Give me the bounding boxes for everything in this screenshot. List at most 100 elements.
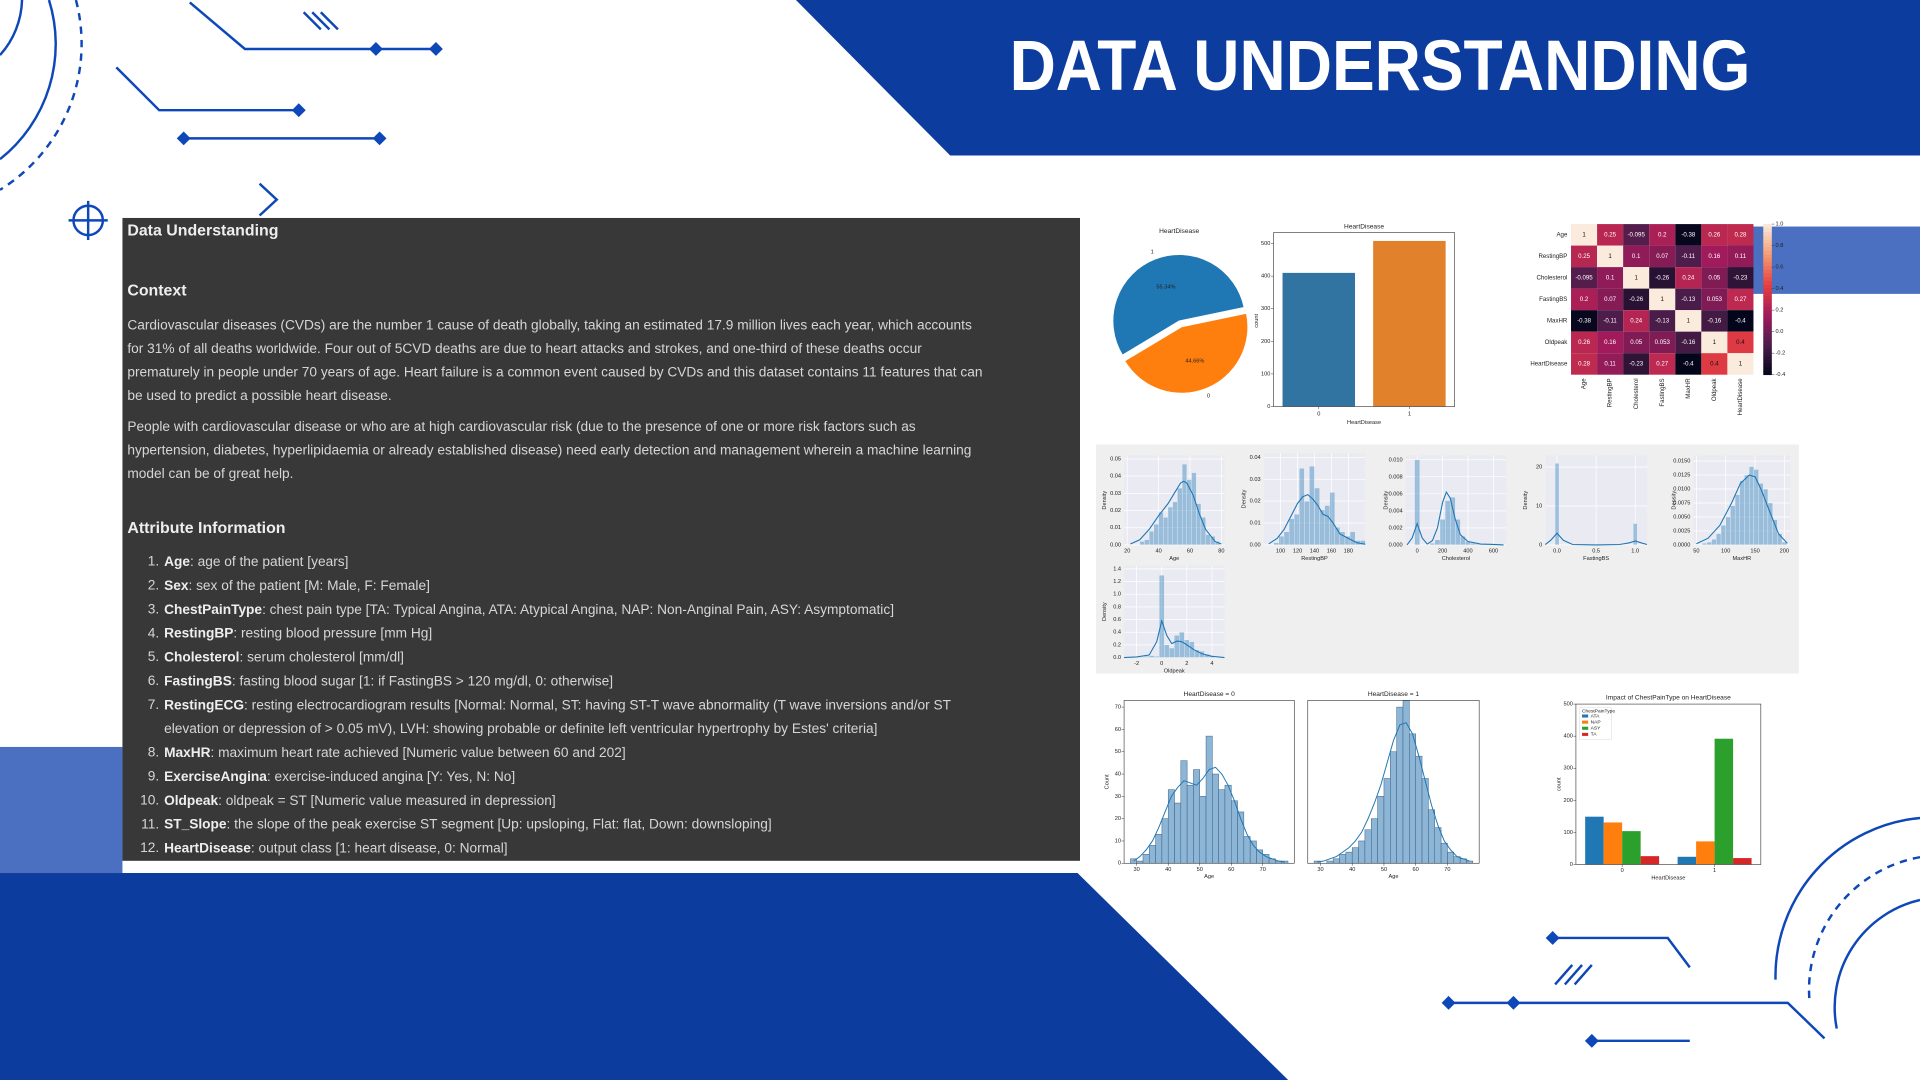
y-tick-label: 0.0050 [1673,514,1690,520]
paragraph-line: prematurely in people under 70 years of … [127,365,982,380]
legend-label: TA [1591,732,1598,738]
y-tick-label: 0.008 [1389,474,1403,480]
y-tick-label: 0.04 [1250,455,1261,461]
attribute-name: FastingBS [164,673,232,688]
colorbar-slice [1763,303,1772,308]
heatmap-cell [1701,353,1728,375]
histogram-bar [1212,773,1219,864]
histogram-bar [1409,733,1416,864]
kde-line [1268,493,1366,545]
colorbar-slice [1763,306,1772,312]
histogram-bar [1383,778,1391,864]
heatmap-cell [1675,245,1702,268]
y-axis-label: Density [1523,491,1529,510]
heatmap-cell [1675,353,1702,375]
histogram-bar [1371,818,1378,864]
colorbar-slice [1763,295,1772,300]
heatmap-cell [1701,331,1728,354]
y-tick-label: 0.006 [1389,491,1403,497]
attribute-description: : resting electrocardiogram results [Nor… [244,697,952,712]
cell-label: 1 [1739,361,1743,368]
heatmap-cell [1727,353,1754,375]
histogram-bar [1205,735,1213,864]
histogram-bar [1193,769,1200,864]
x-tick-label: 180 [1344,549,1353,555]
histogram-bar [1191,472,1197,546]
histogram-bar [1772,519,1778,546]
cell-label: 1 [1661,296,1665,303]
histogram-bar [1390,751,1397,864]
y-tick-label: 20 [1115,816,1121,822]
kde-line [1696,474,1788,545]
y-tick-label: 1.4 [1113,566,1121,572]
histogram-bar [1249,840,1257,864]
y-tick-label: 500 [1261,241,1270,247]
list-number: 12. [140,840,159,855]
paragraph-line: for 31% of all deaths worldwide. Four ou… [127,341,922,356]
x-axis-label: FastingBS [1583,556,1609,562]
histogram-bar [1706,541,1712,546]
y-tick-label: 0.00 [1110,542,1121,548]
colorbar-slice [1763,359,1772,364]
attribute-description: : sex of the patient [M: Male, F: Female… [188,578,429,593]
list-number: 5. [148,649,159,664]
cell-label: 0.11 [1604,361,1616,368]
x-axis-label: Oldpeak [1164,669,1185,675]
heatmap-cell [1623,310,1650,332]
histogram-bar [1753,469,1759,546]
column-label: Oldpeak [1711,377,1718,401]
x-axis-label: RestingBP [1301,556,1328,562]
x-tick-label: 100 [1721,549,1730,555]
cell-label: 0.25 [1604,231,1616,238]
list-item: ChestPainType: chest pain type [TA: Typi… [164,601,894,616]
list-number: 2. [148,578,159,593]
heatmap-cell [1597,267,1624,289]
histogram-bar [1144,656,1150,658]
histogram-bar [1136,860,1144,864]
pie-slice [1112,254,1245,356]
slice-label: 1 [1151,249,1154,255]
heatmap-cell [1571,310,1598,332]
colorbar-tick-label: 0.4 [1776,286,1784,292]
slice-value-label: 44.66% [1185,358,1204,364]
colorbar-slice [1763,370,1772,376]
column-label: HeartDisease [1737,378,1744,416]
cell-label: 1 [1634,274,1638,281]
bar [1677,856,1697,865]
cell-label: 0.28 [1734,231,1746,238]
histogram-bar [1167,506,1173,546]
cell-label: 0.4 [1736,339,1745,346]
colorbar-slice [1763,340,1772,345]
attribute-description: : resting blood pressure [mm Hg] [233,625,432,640]
y-tick-label: 0 [1570,862,1573,868]
y-axis-label: Density [1671,491,1677,510]
histogram-bar [1158,512,1164,546]
y-tick-label: 300 [1261,306,1270,312]
bar [1696,841,1715,865]
row-label: Oldpeak [1545,339,1569,346]
y-tick-label: 0.0100 [1673,487,1690,493]
y-tick-label: 0.02 [1110,508,1121,514]
colorbar-tick-label: 0.0 [1776,329,1784,335]
attribute-description: : serum cholesterol [mm/dl] [239,649,404,664]
heatmap-cell [1649,224,1676,246]
y-axis-label: count [1254,314,1260,328]
attribute-name: Cholesterol [164,649,239,664]
histogram-bar [1720,525,1726,546]
paragraph-line: Cardiovascular diseases (CVDs) are the n… [127,317,972,332]
attribute-description: : chest pain type [TA: Typical Angina, A… [262,601,894,616]
x-axis-label: MaxHR [1732,556,1751,562]
bar [1622,831,1641,865]
histogram-bar [1161,818,1169,864]
attribute-name: RestingBP [164,625,233,640]
cell-label: 0.27 [1734,296,1746,303]
histogram-bar [1149,531,1155,546]
heatmap-cell [1701,267,1728,289]
y-tick-label: 0 [1539,542,1542,548]
histogram-bar [1415,755,1423,864]
y-tick-label: 70 [1115,705,1121,711]
cell-label: -0.38 [1681,231,1696,238]
heatmap-cell [1571,353,1598,375]
colorbar-slice [1763,310,1772,315]
